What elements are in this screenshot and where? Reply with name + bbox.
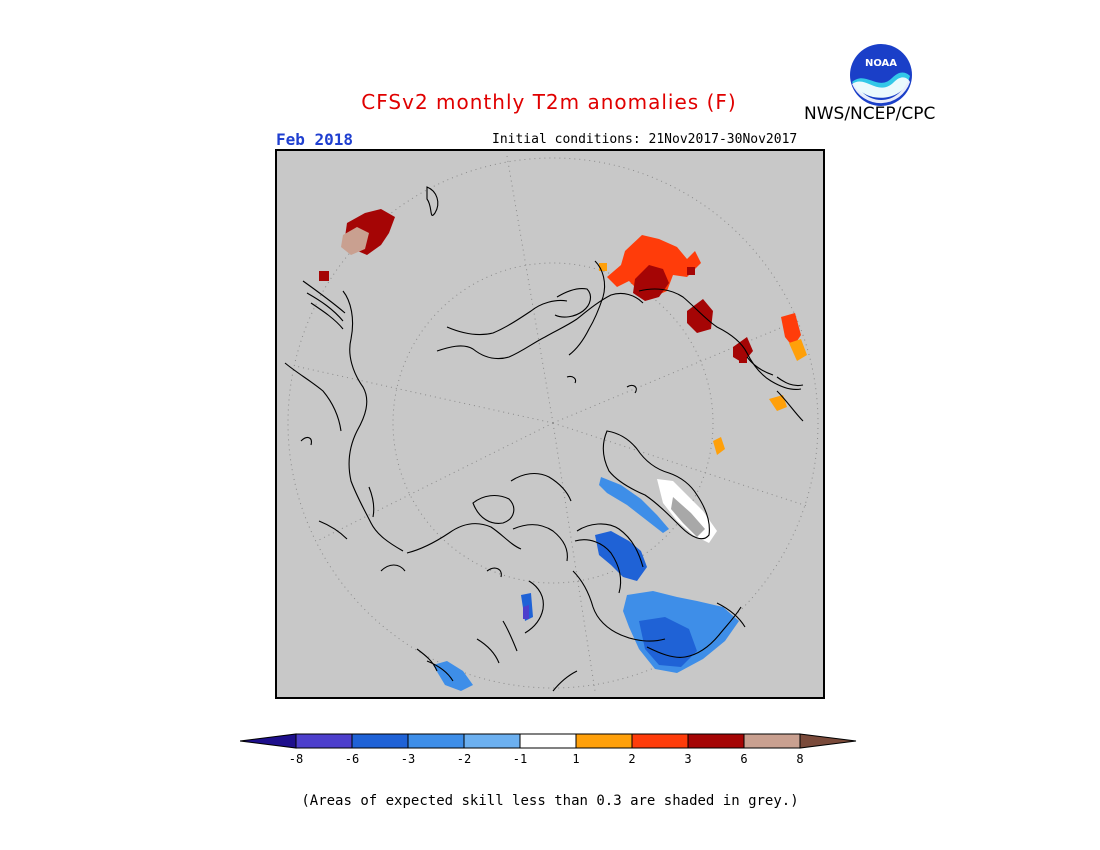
colorbar-box [687,733,745,749]
colorbar-tick-label: -8 [288,752,304,766]
greenland-low-skill-area [671,497,705,537]
colorbar-box [295,733,353,749]
western-canada-colder-area [523,605,529,619]
very-warm-pixel [739,355,747,363]
alaska-very-warm-pixel [319,271,329,281]
anomaly-shading [319,209,807,691]
south-asia-mild-area [769,395,787,411]
east-africa-mild-area [789,339,807,361]
colorbar-box [575,733,633,749]
middle-east-very-warm-area [733,337,753,363]
colorbar-tick-label: 6 [740,752,748,766]
colorbar [240,733,857,749]
forecast-month: Feb 2018 [276,130,354,149]
colorbar-box [519,733,577,749]
japan-mild-area [713,437,725,455]
initial-conditions: Initial conditions: 21Nov2017-30Nov2017 [492,132,798,147]
map-title: CFSv2 monthly T2m anomalies (F) [361,90,737,114]
colorbar-tick-label: 1 [572,752,580,766]
svg-text:NOAA: NOAA [865,58,897,69]
central-asia-very-warm-area [687,299,713,333]
polar-map [275,149,825,699]
colorbar-box [463,733,521,749]
noaa-logo-icon: NOAA [850,44,912,106]
colorbar-arrow-low [240,733,297,749]
footnote: (Areas of expected skill less than 0.3 a… [301,793,799,809]
colorbar-box [743,733,801,749]
pacific-extreme-warm-area [341,227,369,255]
europe-very-warm-pixel [687,267,695,275]
europe-warm-area [607,235,701,297]
colorbar-box [407,733,465,749]
colorbar-box [631,733,689,749]
baffin-cold-area [599,477,669,533]
colorbar-box [351,733,409,749]
colorbar-tick-label: 8 [796,752,804,766]
europe-very-warm-area [633,265,669,301]
hudson-bay-cold-area [595,531,647,581]
colorbar-tick-label: 2 [628,752,636,766]
colorbar-tick-label: -1 [512,752,528,766]
agency-label: NWS/NCEP/CPC [804,104,936,124]
colorbar-tick-label: 3 [684,752,692,766]
colorbar-tick-label: -3 [400,752,416,766]
coastlines [284,186,804,692]
eastern-canada-colder-area [639,617,697,667]
colorbar-arrow-high [799,733,857,749]
colorbar-tick-label: -6 [344,752,360,766]
colorbar-tick-label: -2 [456,752,472,766]
graticule [287,155,819,692]
pacific-coast-cold-area [433,661,473,691]
east-africa-warm-area [781,313,801,347]
polar-map-canvas [284,155,819,692]
europe-warm-pixel [599,263,607,271]
